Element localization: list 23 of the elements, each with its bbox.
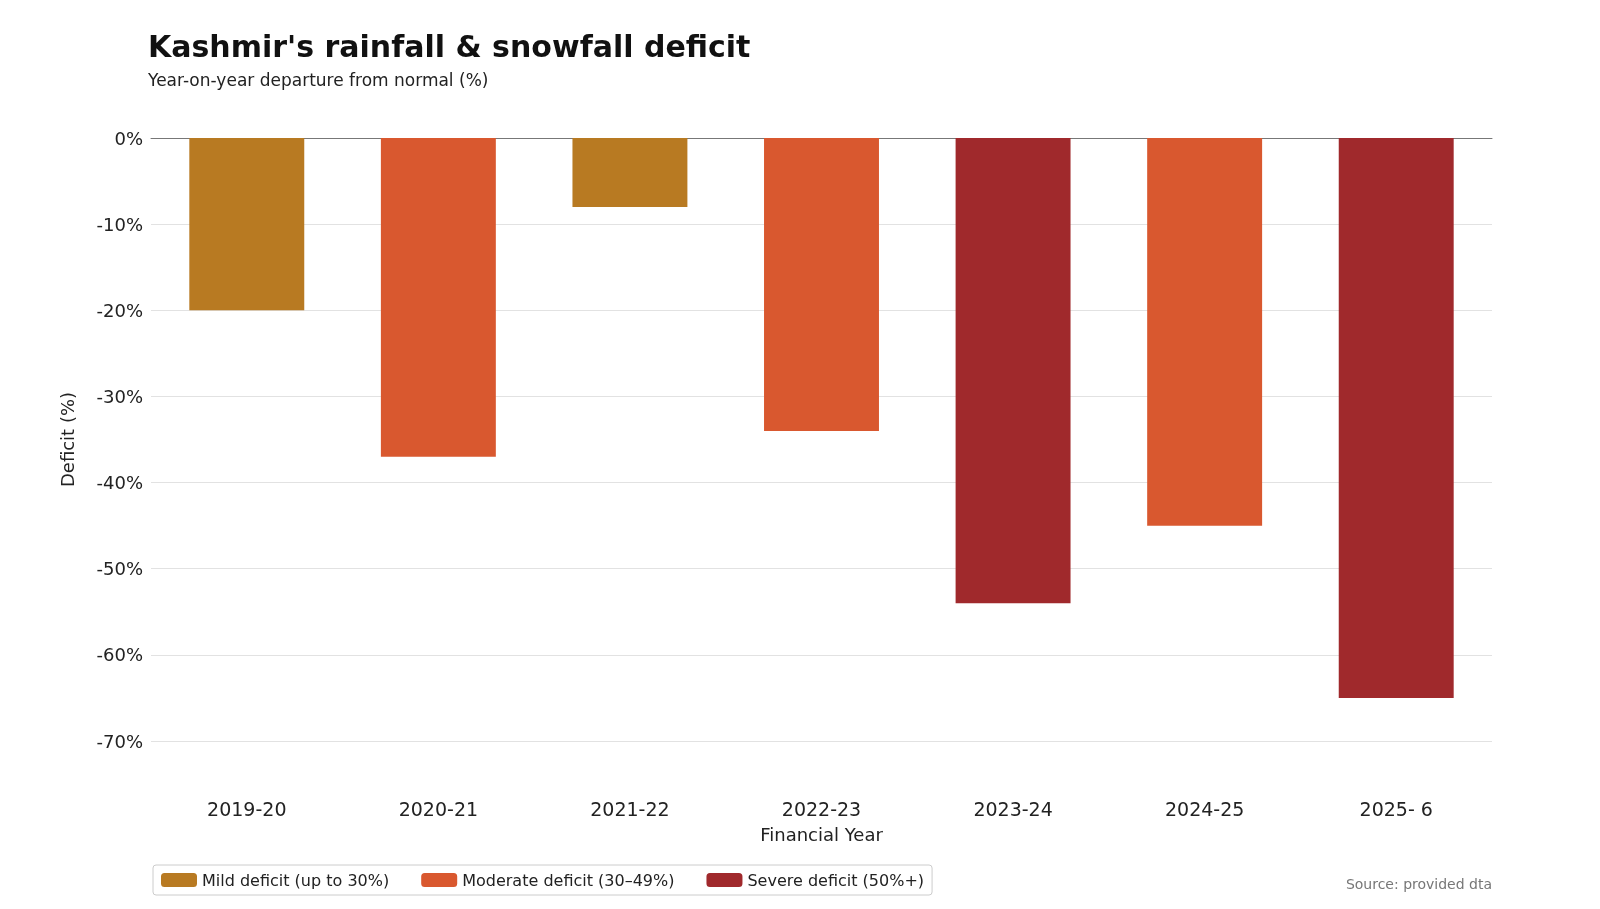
x-tick-label: 2024-25 <box>1164 797 1245 820</box>
y-tick-label: -60% <box>96 644 143 666</box>
source-note: Source: provided dta <box>1345 876 1493 892</box>
y-tick-label: -30% <box>96 385 143 407</box>
x-axis-title: Financial Year <box>760 823 884 845</box>
y-tick-label: -10% <box>96 213 143 235</box>
legend-label: Severe deficit (50%+) <box>747 870 925 890</box>
chart-subtitle: Year-on-year departure from normal (%) <box>147 69 489 90</box>
legend-label: Moderate deficit (30–49%) <box>462 870 675 890</box>
chart-title: Kashmir's rainfall & snowfall deficit <box>148 28 751 64</box>
y-tick-label: -50% <box>96 558 143 580</box>
y-tick-label: -40% <box>96 472 143 494</box>
x-tick-label: 2019-20 <box>207 797 287 820</box>
x-tick-label: 2022-23 <box>781 797 862 820</box>
x-tick-label: 2023-24 <box>973 797 1053 820</box>
y-tick-label: 0% <box>114 127 143 149</box>
y-axis-title: Deficit (%) <box>56 391 78 488</box>
y-tick-label: -70% <box>96 730 143 752</box>
x-tick-label: 2025- 6 <box>1359 797 1433 820</box>
y-tick-label: -20% <box>96 299 143 321</box>
x-tick-label: 2021-22 <box>590 797 670 820</box>
x-tick-label: 2020-21 <box>398 797 479 820</box>
legend-label: Mild deficit (up to 30%) <box>202 870 390 890</box>
